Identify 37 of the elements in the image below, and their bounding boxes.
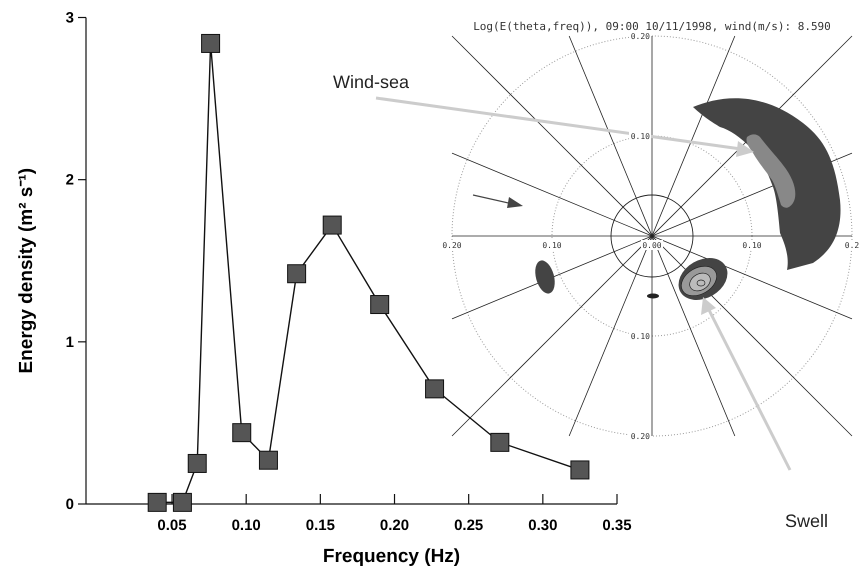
x-tick-label: 0.10 [232,517,261,534]
point [258,450,278,470]
point [370,295,390,314]
annotation: 0.20 [442,241,462,250]
annotation: Wind-sea [333,72,410,92]
y-tick-label: 2 [66,172,74,189]
point [172,492,192,512]
text: 0.20 [630,432,650,441]
y-tick-label: 1 [66,334,74,351]
y-tick-label: 3 [66,10,74,26]
text: 0.10 [630,332,650,341]
annotation: 0.10 [542,241,562,250]
text: 0.10 [742,241,762,250]
point [425,379,444,398]
x-tick-label: 0.20 [380,517,410,534]
text: 0.2 [844,241,860,250]
point [188,454,207,473]
x-tick-label: 0.30 [528,517,558,534]
point [232,423,252,442]
point [322,216,342,235]
point [201,34,220,53]
point [287,264,306,284]
text: Log(E(theta,freq)), 09:00 10/11/1998, wind(m/s): 8.590 [473,20,831,33]
y-tick-label: 0 [66,496,74,513]
x-tick-label: 0.25 [454,517,484,534]
point [570,460,590,480]
x-tick-label: 0.15 [306,517,335,534]
y-axis-title: Energy density (m² s⁻¹) [16,168,37,374]
text: 0.00 [642,241,662,250]
x-tick-label: 0.05 [157,517,187,534]
text: Swell [785,511,828,531]
text: 0.20 [630,32,650,41]
x-axis-title: Frequency (Hz) [322,546,460,567]
point [490,432,510,452]
point [148,492,167,512]
x-tick-label: 0.35 [602,517,632,534]
text: 0.10 [630,132,650,141]
